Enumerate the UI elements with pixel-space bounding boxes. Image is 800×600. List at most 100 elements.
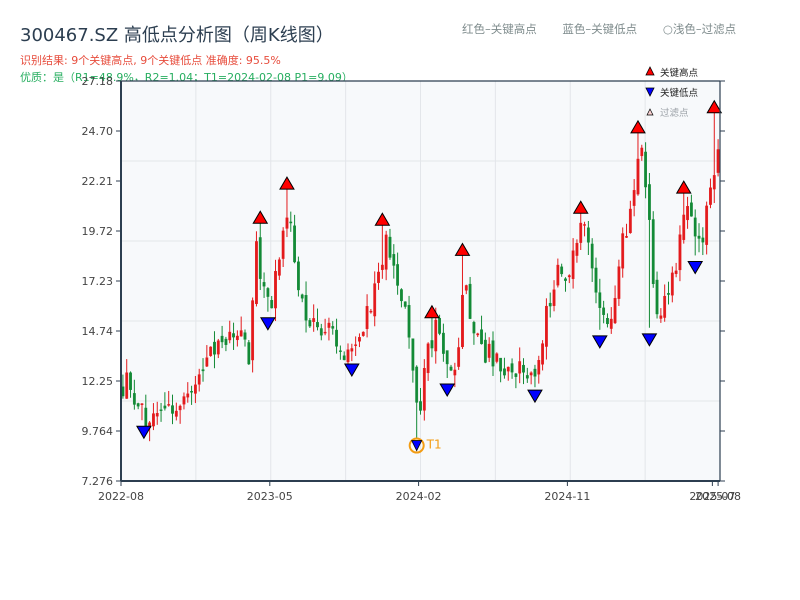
candle-down — [308, 320, 312, 327]
x-tick-label: 2022-08 — [98, 490, 144, 503]
candle-up — [567, 275, 571, 278]
candle-down — [129, 372, 132, 390]
candle-up — [167, 404, 171, 406]
candle-up — [541, 343, 544, 365]
candle-down — [232, 333, 235, 338]
candle-down — [400, 289, 403, 302]
candle-up — [312, 318, 316, 322]
candle-up — [518, 361, 522, 374]
candle-up — [579, 222, 583, 243]
candle-down — [430, 340, 434, 349]
candles — [121, 112, 720, 442]
key-high-marker-icon — [572, 200, 589, 214]
candle-down — [213, 341, 216, 355]
candle-down — [514, 373, 518, 377]
candle-down — [560, 266, 564, 275]
candle-down — [586, 227, 590, 243]
candle-up — [457, 347, 461, 367]
candle-up — [621, 233, 625, 269]
candle-down — [472, 322, 476, 334]
candle-down — [136, 403, 140, 407]
candle-up — [174, 410, 178, 417]
key-low-marker-icon — [260, 317, 276, 331]
candle-up — [125, 372, 129, 399]
color-legend: 红色–关键高点 蓝色–关键低点 ○浅色–过滤点 — [462, 21, 736, 37]
key-low-marker-icon — [641, 333, 658, 347]
candle-up — [186, 393, 190, 398]
candle-down — [342, 355, 346, 361]
candle-up — [354, 344, 358, 346]
candle-up — [373, 283, 377, 317]
candle-down — [144, 407, 148, 428]
candle-down — [598, 292, 602, 308]
key-high-marker-icon — [374, 212, 391, 226]
y-tick-label: 22.21 — [82, 175, 114, 188]
candle-down — [388, 236, 392, 258]
candle-up — [255, 241, 258, 305]
candle-up — [625, 236, 628, 238]
candle-down — [525, 375, 529, 379]
candle-up — [716, 149, 720, 173]
candle-down — [655, 279, 659, 315]
candle-up — [617, 266, 621, 299]
candle-up — [705, 205, 709, 245]
candle-down — [304, 295, 308, 321]
candle-down — [316, 322, 319, 328]
candle-up — [628, 208, 632, 234]
candle-down — [449, 366, 453, 371]
candle-up — [365, 306, 369, 330]
candle-down — [262, 282, 266, 287]
candle-down — [331, 326, 335, 329]
y-tick-label: 12.25 — [82, 375, 114, 388]
candle-up — [327, 322, 331, 328]
candle-up — [182, 396, 186, 405]
candle-up — [285, 217, 289, 229]
candle-up — [609, 318, 613, 329]
candle-down — [159, 409, 163, 411]
grid-lines — [121, 81, 720, 481]
candle-down — [648, 184, 651, 220]
candle-up — [228, 331, 232, 341]
candle-down — [564, 278, 567, 281]
candle-up — [216, 340, 220, 355]
candle-down — [171, 405, 174, 414]
x-tick-label: 2025-07 — [689, 490, 735, 503]
candle-up — [487, 343, 491, 358]
candle-up — [235, 335, 239, 341]
candle-down — [483, 339, 487, 363]
candle-down — [468, 283, 472, 319]
t1-label: T1 — [426, 438, 442, 452]
y-tick-label: 7.276 — [82, 475, 114, 488]
x-tick-label: 2024-11 — [544, 490, 590, 503]
candle-up — [552, 289, 556, 306]
candle-up — [709, 187, 712, 205]
key-low-marker-icon — [411, 440, 423, 452]
candle-down — [338, 350, 342, 352]
candle-down — [522, 364, 525, 373]
candle-up — [682, 214, 686, 240]
key-low-marker-icon — [343, 363, 360, 377]
candle-up — [640, 147, 644, 157]
candle-down — [335, 329, 338, 347]
candle-down — [163, 405, 167, 409]
candle-down — [224, 338, 228, 345]
candle-up — [281, 230, 285, 259]
candle-up — [178, 405, 182, 411]
candle-up — [251, 300, 255, 361]
candle-down — [693, 217, 697, 237]
key-high-marker-icon — [424, 304, 440, 319]
candle-up — [193, 384, 197, 394]
t1-ring-icon — [408, 437, 425, 454]
candle-down — [289, 221, 293, 224]
candle-down — [300, 294, 304, 299]
candle-up — [464, 285, 468, 291]
candle-down — [606, 318, 609, 325]
candle-up — [545, 305, 548, 347]
candle-up — [350, 348, 354, 352]
candle-down — [503, 368, 506, 376]
legend-label: 关键低点 — [660, 87, 699, 99]
candle-up — [537, 360, 541, 375]
y-tick-label: 9.764 — [82, 425, 114, 438]
